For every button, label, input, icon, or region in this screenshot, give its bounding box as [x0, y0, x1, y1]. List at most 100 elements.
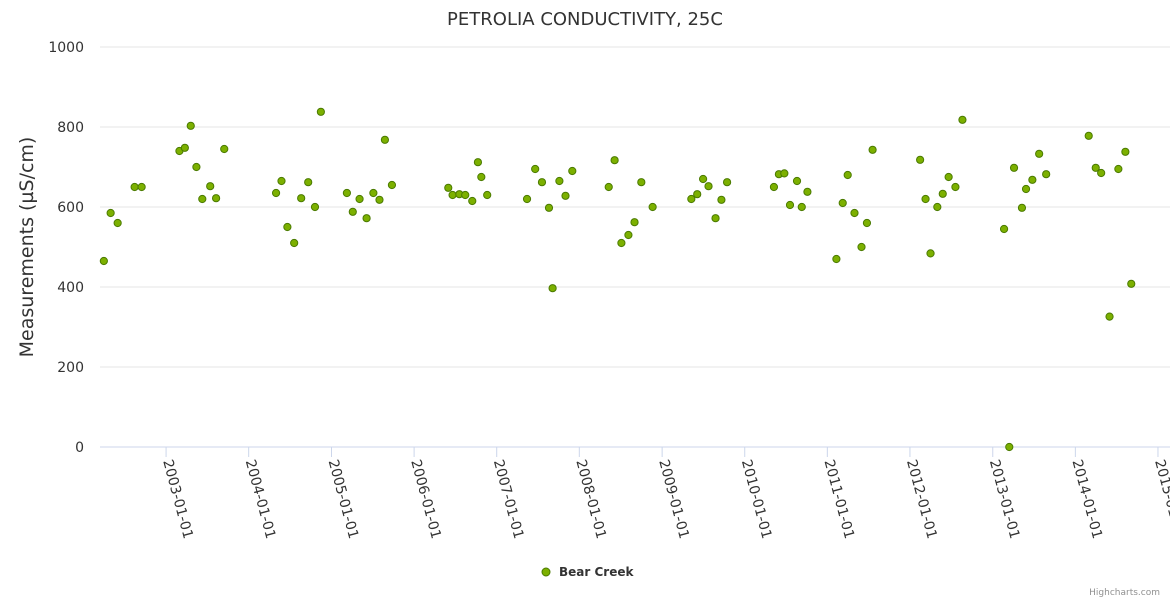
data-point-20[interactable] [316, 107, 325, 116]
data-point-10[interactable] [206, 182, 215, 191]
data-point-49[interactable] [630, 218, 639, 227]
data-point-70[interactable] [857, 242, 866, 252]
data-point-75[interactable] [926, 249, 935, 258]
data-point-93[interactable] [1114, 164, 1123, 174]
data-point-59[interactable] [769, 182, 779, 192]
data-point-84[interactable] [1017, 203, 1027, 212]
data-point-81[interactable] [999, 224, 1009, 234]
data-point-32[interactable] [461, 190, 470, 200]
data-point-3[interactable] [130, 182, 139, 192]
data-point-73[interactable] [916, 155, 925, 164]
data-point-2[interactable] [113, 218, 122, 228]
data-point-61[interactable] [780, 169, 789, 178]
data-point-19[interactable] [310, 202, 320, 212]
data-point-72[interactable] [868, 145, 877, 154]
data-point-58[interactable] [722, 178, 732, 187]
data-point-57[interactable] [717, 195, 726, 204]
data-point-66[interactable] [832, 254, 841, 264]
data-point-8[interactable] [192, 162, 201, 172]
data-point-30[interactable] [448, 190, 457, 200]
data-point-6[interactable] [180, 143, 189, 152]
data-point-83[interactable] [1009, 163, 1019, 172]
data-point-76[interactable] [933, 202, 942, 212]
data-point-89[interactable] [1084, 131, 1093, 140]
data-point-44[interactable] [568, 166, 577, 176]
x-tick-label-2007: 2007-01-01 [490, 458, 527, 541]
data-point-55[interactable] [704, 182, 713, 191]
data-point-38[interactable] [531, 164, 540, 174]
data-point-78[interactable] [944, 172, 953, 182]
data-point-7[interactable] [186, 121, 195, 130]
data-point-27[interactable] [380, 135, 390, 144]
data-point-63[interactable] [792, 176, 802, 186]
data-point-40[interactable] [544, 203, 554, 212]
data-point-39[interactable] [537, 178, 547, 187]
data-point-17[interactable] [297, 194, 306, 203]
data-point-45[interactable] [604, 182, 613, 192]
data-point-80[interactable] [958, 115, 967, 124]
data-point-92[interactable] [1105, 312, 1114, 321]
data-point-11[interactable] [211, 194, 221, 203]
data-point-47[interactable] [617, 238, 626, 248]
data-point-46[interactable] [610, 156, 619, 165]
data-point-74[interactable] [921, 194, 930, 204]
data-point-67[interactable] [838, 198, 847, 208]
data-point-56[interactable] [711, 214, 720, 223]
data-point-77[interactable] [938, 189, 947, 198]
data-point-54[interactable] [698, 174, 708, 184]
data-point-35[interactable] [477, 172, 486, 182]
data-point-86[interactable] [1028, 175, 1037, 184]
data-point-29[interactable] [444, 183, 453, 192]
data-point-42[interactable] [555, 176, 564, 186]
data-point-50[interactable] [637, 178, 646, 187]
data-point-36[interactable] [483, 190, 492, 200]
data-point-79[interactable] [951, 182, 960, 192]
data-point-15[interactable] [283, 222, 292, 232]
data-point-51[interactable] [648, 202, 657, 212]
data-point-65[interactable] [803, 187, 812, 196]
data-point-4[interactable] [137, 182, 146, 192]
data-point-95[interactable] [1127, 279, 1136, 288]
data-point-62[interactable] [785, 200, 795, 210]
legend-marker-bear-creek[interactable] [541, 567, 551, 577]
data-point-25[interactable] [369, 188, 378, 198]
data-point-53[interactable] [693, 190, 702, 199]
data-point-14[interactable] [277, 176, 286, 186]
highcharts-credit[interactable]: Highcharts.com [1089, 588, 1160, 598]
data-point-48[interactable] [624, 230, 633, 240]
data-point-28[interactable] [387, 180, 397, 190]
data-point-33[interactable] [468, 196, 477, 206]
data-point-69[interactable] [850, 208, 859, 218]
data-point-91[interactable] [1097, 168, 1106, 178]
data-point-68[interactable] [843, 170, 852, 180]
data-point-34[interactable] [473, 158, 483, 167]
data-point-37[interactable] [522, 194, 532, 204]
data-point-24[interactable] [362, 214, 371, 223]
data-point-16[interactable] [290, 238, 299, 248]
data-point-90[interactable] [1091, 163, 1100, 172]
data-point-13[interactable] [271, 188, 281, 198]
data-point-9[interactable] [198, 194, 207, 204]
data-point-87[interactable] [1035, 149, 1044, 158]
data-point-88[interactable] [1042, 170, 1051, 179]
series-bear-creek[interactable] [99, 107, 1136, 452]
data-point-41[interactable] [548, 284, 557, 293]
data-point-12[interactable] [220, 144, 229, 154]
data-point-23[interactable] [355, 194, 364, 204]
y-tick-label-1000: 1000 [48, 40, 84, 56]
data-point-26[interactable] [375, 195, 384, 204]
data-point-85[interactable] [1021, 184, 1031, 194]
data-point-94[interactable] [1121, 147, 1130, 156]
data-point-64[interactable] [797, 202, 806, 212]
data-point-0[interactable] [99, 256, 108, 266]
data-point-82[interactable] [1005, 442, 1014, 452]
legend[interactable]: Bear Creek [541, 565, 634, 579]
data-point-52[interactable] [687, 194, 696, 204]
data-point-43[interactable] [561, 191, 570, 200]
data-point-22[interactable] [348, 207, 357, 216]
data-point-1[interactable] [106, 208, 115, 218]
data-point-71[interactable] [862, 218, 872, 228]
data-point-18[interactable] [304, 178, 313, 187]
data-point-21[interactable] [342, 188, 351, 198]
legend-label-bear-creek[interactable]: Bear Creek [559, 565, 634, 579]
